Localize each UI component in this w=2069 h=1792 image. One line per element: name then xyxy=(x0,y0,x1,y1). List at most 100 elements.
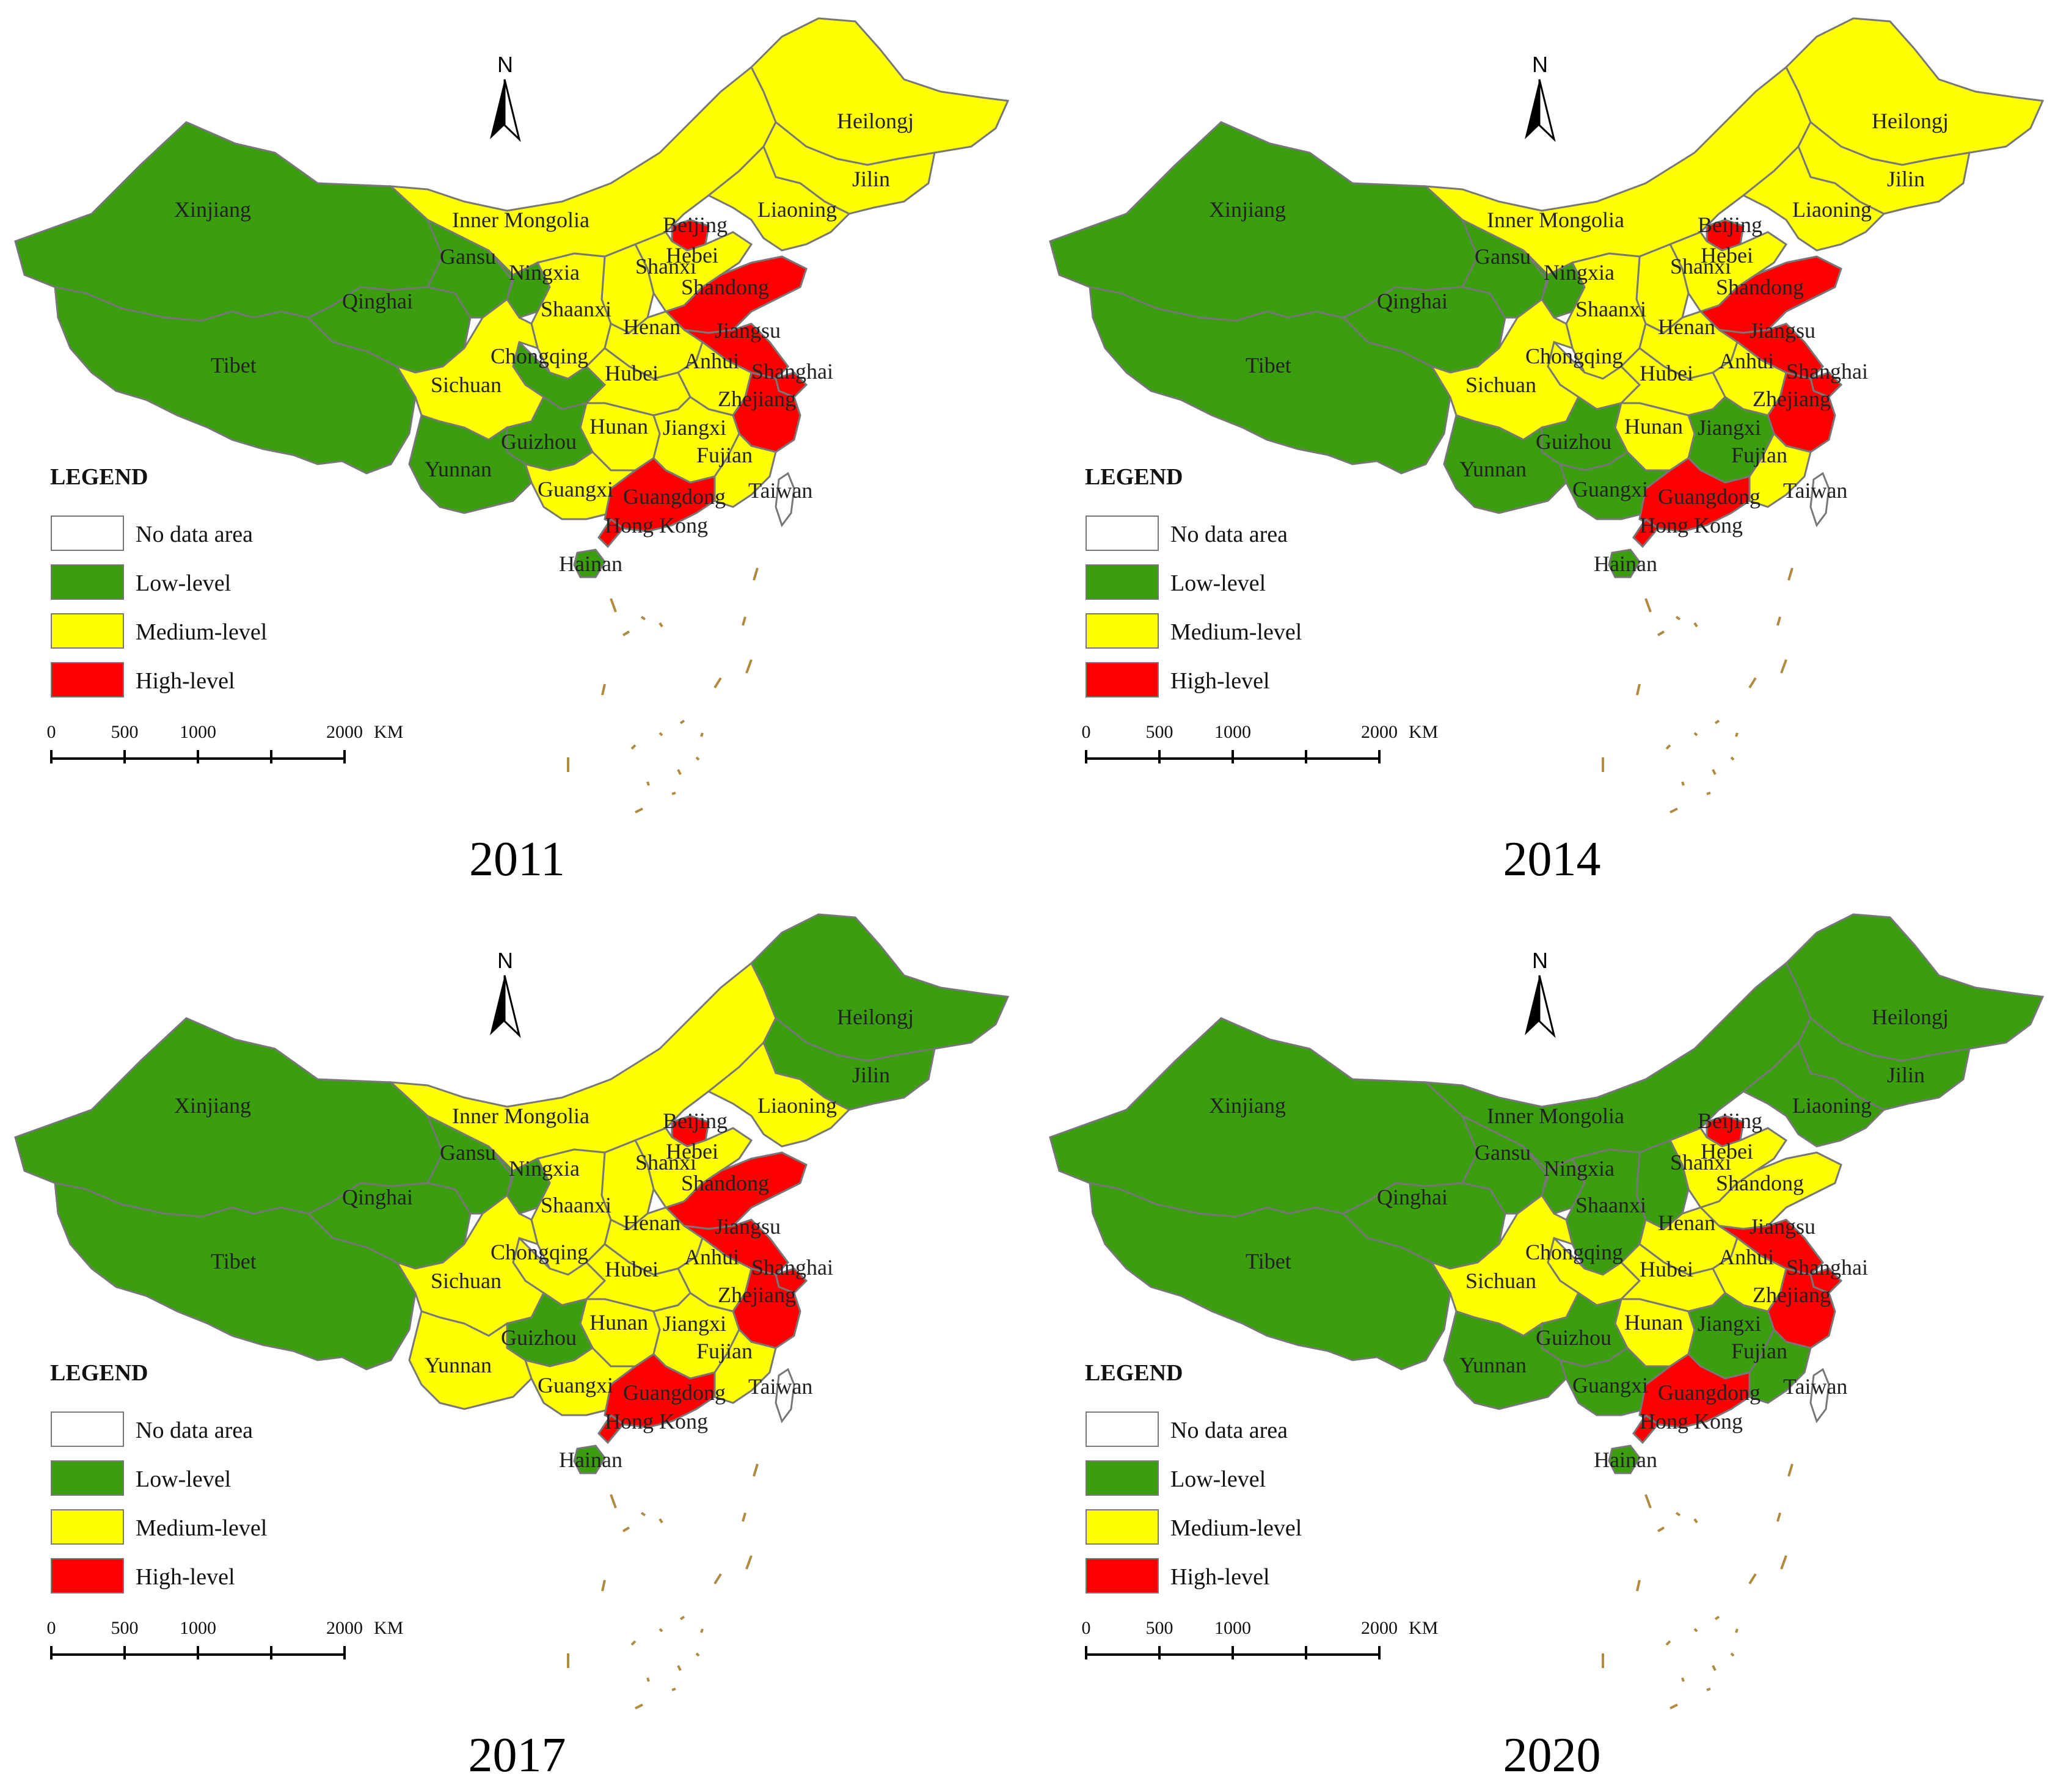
label-taiwan: Taiwan xyxy=(1783,478,1847,503)
label-tibet: Tibet xyxy=(1246,353,1291,377)
legend-label-high: High-level xyxy=(136,668,235,694)
label-guangdong: Guangdong xyxy=(1658,484,1761,509)
label-guangxi: Guangxi xyxy=(538,1373,613,1397)
legend-swatch-high xyxy=(1086,1558,1159,1593)
label-taiwan: Taiwan xyxy=(748,478,812,503)
scale-tick-1000: 1000 xyxy=(1214,1618,1251,1638)
label-tibet: Tibet xyxy=(1246,1249,1291,1273)
province-hebei xyxy=(633,231,753,313)
map-panel-2020: Xinjiang Tibet Qinghai Gansu Inner Mongolia H… xyxy=(1035,896,2069,1792)
legend-label-medium: Medium-level xyxy=(1170,1515,1302,1541)
label-hebei: Hebei xyxy=(666,243,718,268)
label-qinghai: Qinghai xyxy=(1377,289,1448,313)
scale-bar: 0 500 1000 2000 KM xyxy=(1082,722,1438,763)
legend: LEGEND No data area Low-level Medium-level H… xyxy=(50,464,267,697)
label-tibet: Tibet xyxy=(211,353,257,377)
label-sichuan: Sichuan xyxy=(431,373,502,397)
label-jiangsu: Jiangsu xyxy=(715,1214,781,1239)
label-yunnan: Yunnan xyxy=(1459,457,1527,481)
province-taiwan xyxy=(775,472,795,528)
label-beijing: Beijing xyxy=(663,1109,728,1133)
province-yunnan xyxy=(1443,414,1567,514)
label-hebei: Hebei xyxy=(1701,243,1753,268)
china-map-2017: Xinjiang Tibet Qinghai Gansu Inner Mongolia H… xyxy=(14,913,1010,1710)
label-shaanxi: Shaanxi xyxy=(541,1193,611,1217)
south-china-sea-islands xyxy=(1602,1463,1793,1710)
label-liaoning: Liaoning xyxy=(757,197,837,222)
label-heilongjiang: Heilongj xyxy=(1872,109,1949,133)
label-anhui: Anhui xyxy=(1719,1245,1774,1269)
province-fujian xyxy=(713,1328,777,1404)
province-tibet xyxy=(1089,286,1451,475)
province-liaoning xyxy=(707,1041,851,1148)
label-jiangsu: Jiangsu xyxy=(1750,1214,1815,1239)
label-heilongjiang: Heilongj xyxy=(837,109,914,133)
province-hong-kong xyxy=(1632,517,1660,548)
scale-tick-2000: 2000 xyxy=(1361,722,1398,742)
label-inner-mongolia: Inner Mongolia xyxy=(452,208,589,232)
legend-swatch-high xyxy=(51,662,124,697)
legend-swatch-low xyxy=(51,564,124,600)
legend-swatch-high xyxy=(1086,662,1159,697)
province-hainan xyxy=(573,548,606,578)
label-shandong: Shandong xyxy=(681,275,769,299)
year-caption: 2011 xyxy=(469,832,566,886)
scale-tick-500: 500 xyxy=(1146,1618,1173,1638)
label-yunnan: Yunnan xyxy=(425,457,492,481)
province-labels: Xinjiang Tibet Qinghai Gansu Inner Mongolia H… xyxy=(1209,109,1949,576)
province-liaoning xyxy=(1742,145,1886,252)
province-qinghai xyxy=(307,286,472,374)
legend-swatch-medium xyxy=(51,613,124,649)
legend-swatch-medium xyxy=(51,1509,124,1545)
legend-label-low: Low-level xyxy=(136,1466,231,1492)
label-shanghai: Shanghai xyxy=(1786,359,1868,384)
scale-tick-0: 0 xyxy=(47,722,56,742)
label-shanxi: Shanxi xyxy=(635,254,696,279)
legend-label-high: High-level xyxy=(136,1564,235,1590)
scale-tick-500: 500 xyxy=(1146,722,1173,742)
label-shanxi: Shanxi xyxy=(635,1150,696,1175)
label-hubei: Hubei xyxy=(1640,361,1693,385)
label-liaoning: Liaoning xyxy=(1792,197,1872,222)
north-label: N xyxy=(1532,52,1548,77)
legend-title: LEGEND xyxy=(50,1360,148,1386)
label-guangdong: Guangdong xyxy=(623,484,726,509)
label-xinjiang: Xinjiang xyxy=(174,197,251,222)
south-china-sea-islands xyxy=(1602,567,1793,814)
label-beijing: Beijing xyxy=(663,213,728,237)
label-hunan: Hunan xyxy=(589,1310,648,1335)
label-hong-kong: Hong Kong xyxy=(1640,513,1743,537)
scale-tick-1000: 1000 xyxy=(1214,722,1251,742)
label-chongqing: Chongqing xyxy=(491,344,588,368)
legend-label-no-data: No data area xyxy=(136,522,253,547)
label-zhejiang: Zhejiang xyxy=(718,387,796,411)
scale-tick-2000: 2000 xyxy=(326,722,363,742)
label-taiwan: Taiwan xyxy=(748,1374,812,1399)
scale-tick-2000: 2000 xyxy=(1361,1618,1398,1638)
province-fujian xyxy=(713,432,777,508)
label-chongqing: Chongqing xyxy=(1525,344,1623,368)
province-tibet xyxy=(54,286,417,475)
year-caption: 2017 xyxy=(468,1728,566,1782)
label-yunnan: Yunnan xyxy=(425,1353,492,1377)
north-arrow-icon: N xyxy=(490,948,521,1038)
label-shaanxi: Shaanxi xyxy=(541,297,611,321)
label-yunnan: Yunnan xyxy=(1459,1353,1527,1377)
label-hainan: Hainan xyxy=(559,552,622,576)
label-zhejiang: Zhejiang xyxy=(1753,387,1831,411)
scale-tick-500: 500 xyxy=(111,722,139,742)
legend-title: LEGEND xyxy=(50,464,148,490)
provinces xyxy=(1049,17,2045,578)
label-shaanxi: Shaanxi xyxy=(1575,1193,1646,1217)
province-hainan xyxy=(1608,1444,1641,1474)
label-chongqing: Chongqing xyxy=(1525,1240,1623,1264)
label-sichuan: Sichuan xyxy=(1465,373,1536,397)
province-hebei xyxy=(1668,1127,1788,1209)
label-shanxi: Shanxi xyxy=(1670,1150,1731,1175)
legend-label-no-data: No data area xyxy=(1170,522,1288,547)
province-taiwan xyxy=(1809,472,1830,528)
china-map-2011: Xinjiang Tibet Qinghai Gansu Inner Mongolia H… xyxy=(14,17,1010,814)
label-hubei: Hubei xyxy=(1640,1257,1693,1281)
label-shanxi: Shanxi xyxy=(1670,254,1731,279)
provinces xyxy=(14,913,1010,1474)
